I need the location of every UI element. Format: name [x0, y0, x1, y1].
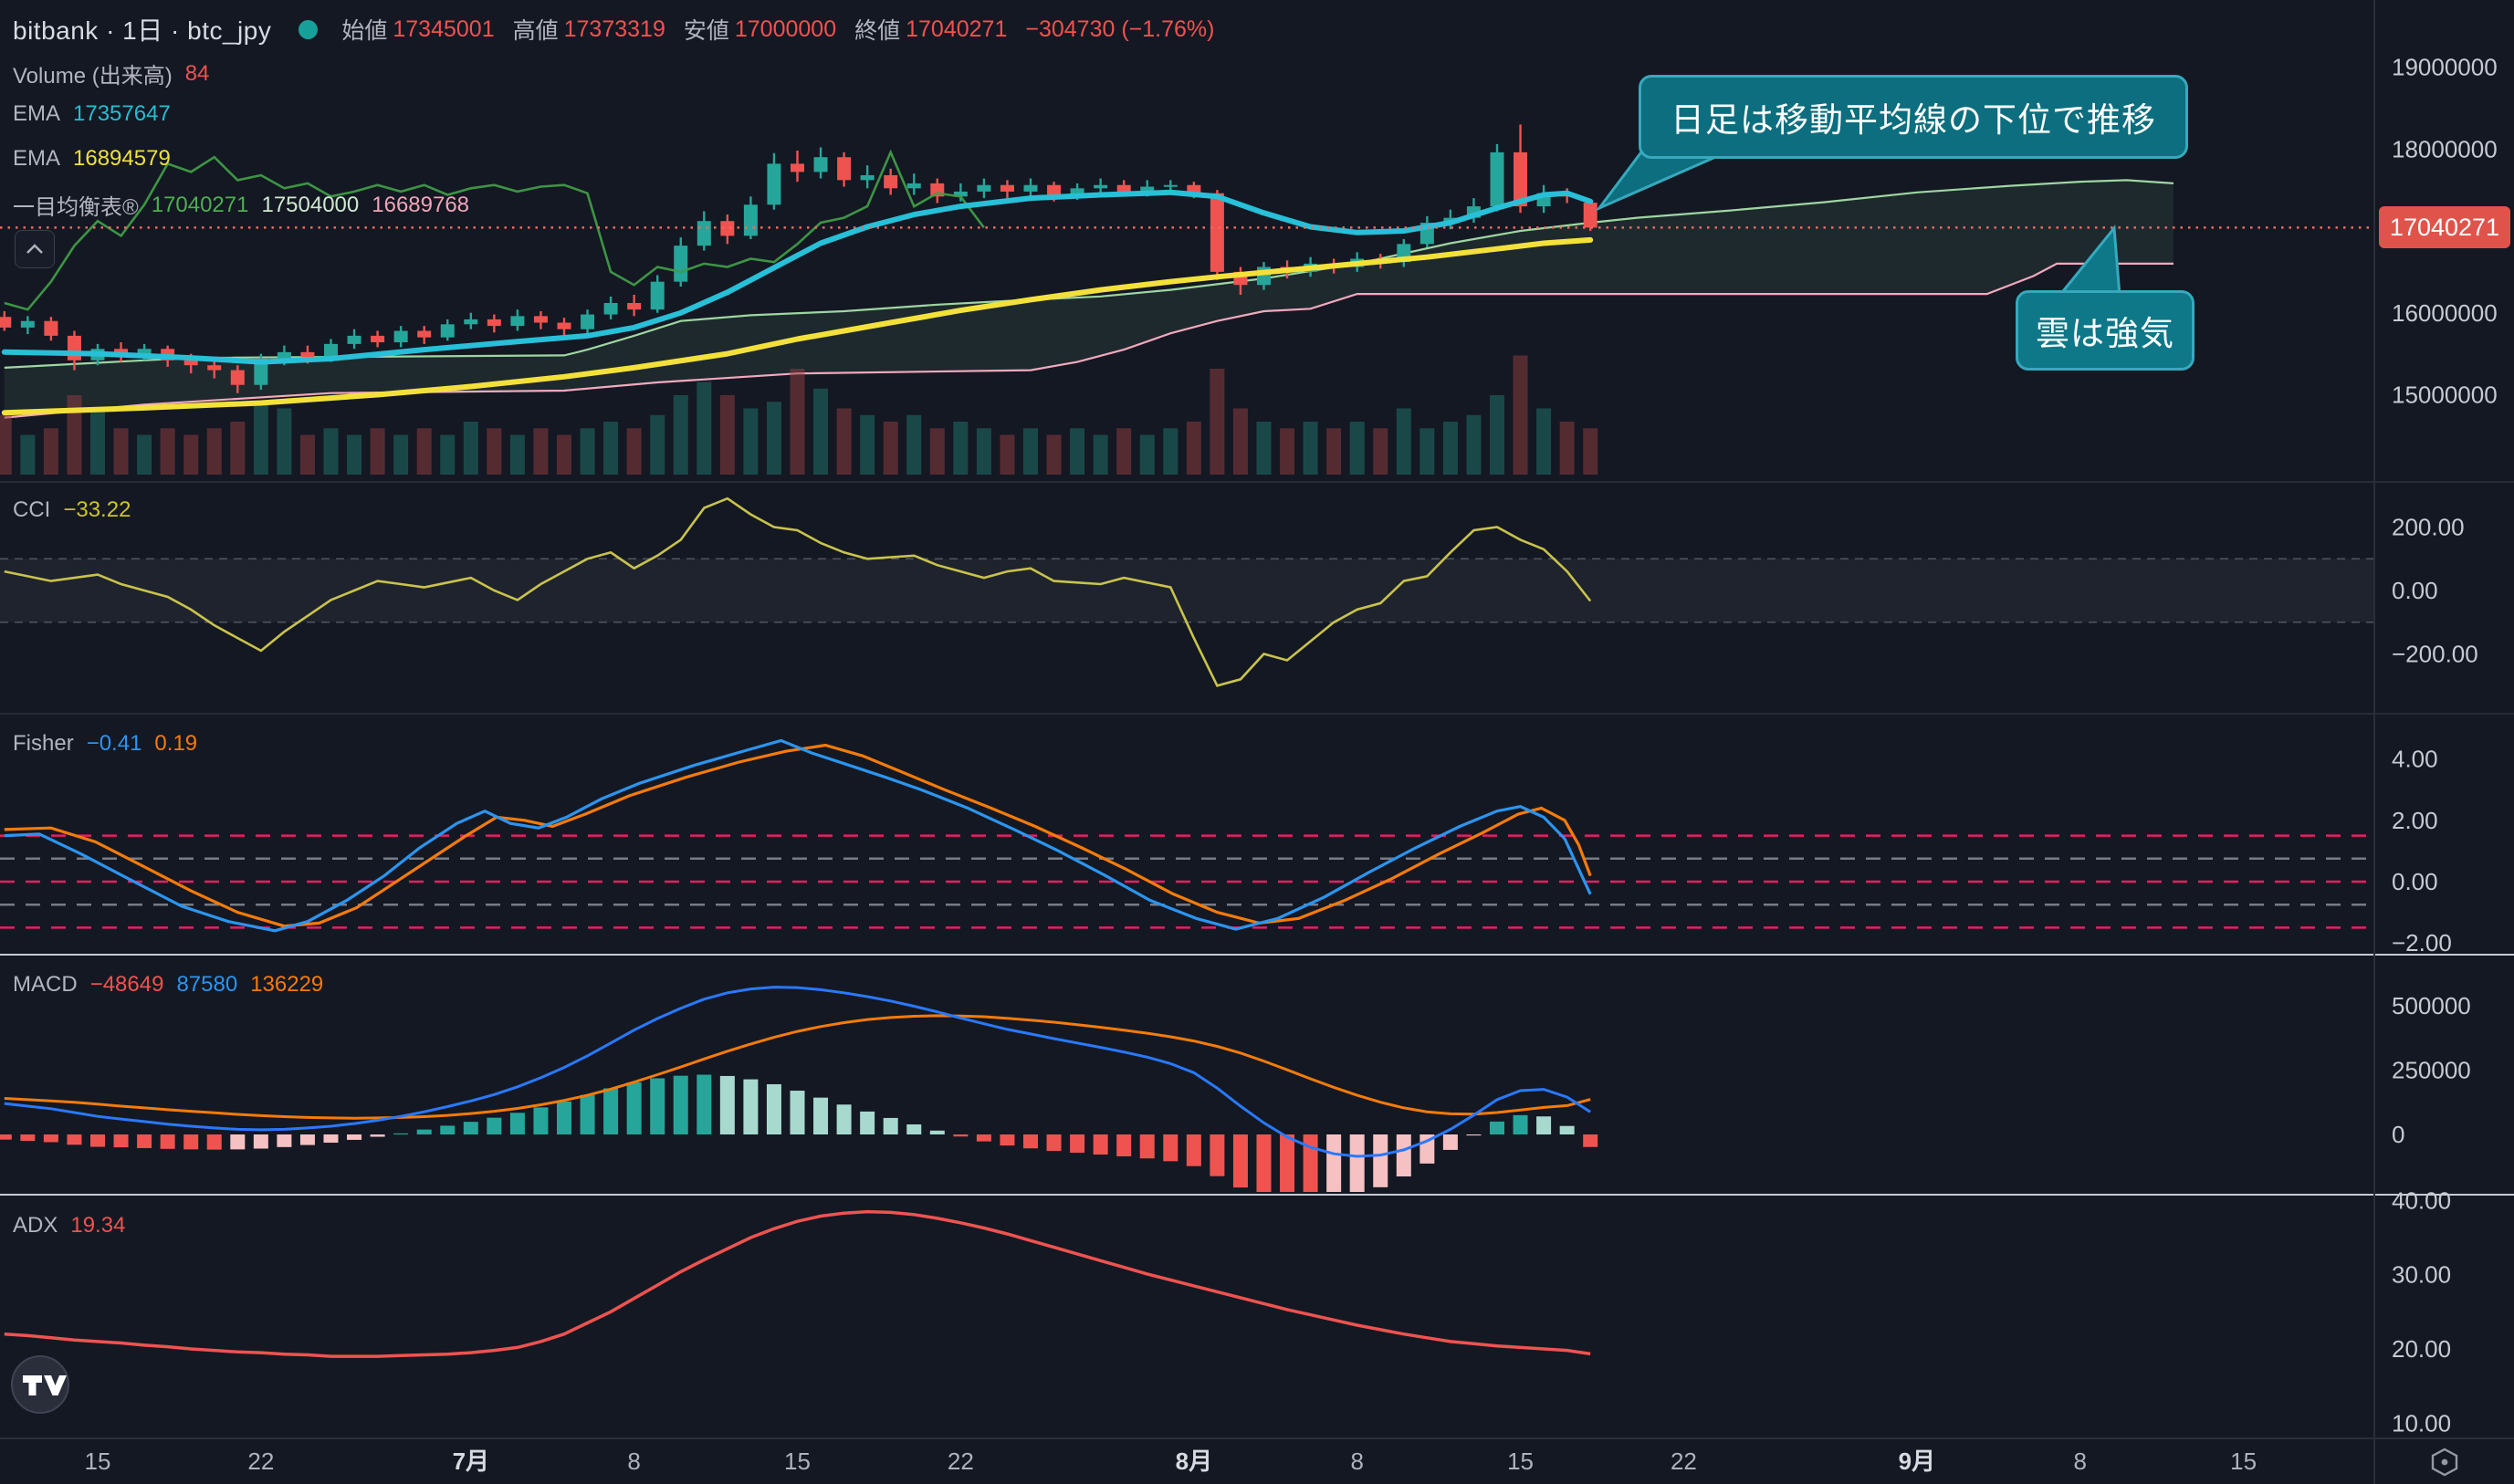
- volume-label: Volume (出来高): [13, 64, 173, 89]
- time-tick-label: 8月: [1176, 1447, 1212, 1475]
- macd-value-1: −48649: [89, 972, 164, 997]
- time-tick-label: 15: [1507, 1447, 1534, 1475]
- time-tick-label: 8: [1350, 1447, 1363, 1475]
- ema-fast-value: 17357647: [73, 101, 171, 126]
- cci-line: [4, 496, 1592, 687]
- macd-legend[interactable]: MACD −48649 87580 136229: [13, 972, 336, 998]
- axis-tick-label: 2.00: [2392, 807, 2438, 834]
- change-value: −304730 (−1.76%): [1025, 16, 1215, 42]
- time-tick-label: 15: [2230, 1447, 2257, 1475]
- fisher-value-1: −0.41: [86, 731, 142, 756]
- axis-tick-label: 0.00: [2392, 577, 2438, 604]
- last-price-tag-value: 17040271: [2389, 213, 2500, 241]
- axis-tick-label: 19000000: [2392, 54, 2498, 81]
- axis-tick-label: 10.00: [2392, 1409, 2451, 1437]
- axis-tick-label: 500000: [2392, 992, 2471, 1019]
- close-value: 17040271: [906, 16, 1008, 42]
- open-value: 17345001: [393, 16, 495, 42]
- high-label: 高値: [512, 18, 559, 44]
- fisher-label: Fisher: [13, 731, 74, 756]
- time-tick-label: 15: [85, 1447, 111, 1475]
- axis-tick-label: 4.00: [2392, 746, 2438, 773]
- chikou-span: [4, 149, 985, 311]
- ema-fast-line: [1, 189, 1594, 365]
- close-label: 終値: [854, 18, 901, 44]
- symbol-status-dot-icon: [299, 19, 319, 39]
- axis-tick-label: 250000: [2392, 1056, 2471, 1083]
- axis-tick-label: 16000000: [2392, 299, 2498, 327]
- high-value: 17373319: [563, 16, 665, 42]
- ema-slow-legend[interactable]: EMA 16894579: [13, 146, 183, 172]
- cci-legend[interactable]: CCI −33.22: [13, 497, 143, 523]
- time-tick-label: 22: [1671, 1447, 1697, 1475]
- ichimoku-value-2: 17504000: [261, 192, 360, 217]
- last-price-tag: 17040271: [2379, 206, 2510, 248]
- macd-histogram: [0, 1074, 1598, 1192]
- adx-label: ADX: [13, 1213, 58, 1238]
- macd-value-2: 87580: [176, 972, 238, 997]
- price-axis[interactable]: 19000000 18000000 16000000 15000000 200.00 0.…: [2392, 54, 2498, 1437]
- axis-tick-label: 15000000: [2392, 381, 2498, 409]
- ichimoku-value-1: 17040271: [151, 192, 249, 217]
- annotation-callout-ma[interactable]: 日足は移動平均線の下位で推移: [1639, 75, 2188, 159]
- chevron-up-icon: [26, 244, 43, 254]
- ema-fast-label: EMA: [13, 101, 61, 126]
- time-tick-label: 9月: [1899, 1447, 1935, 1475]
- ichimoku-label: 一目均衡表®: [13, 195, 139, 220]
- volume-legend[interactable]: Volume (出来高) 84: [13, 57, 222, 89]
- time-tick-label: 8: [627, 1447, 640, 1475]
- collapse-pane-button[interactable]: [15, 230, 55, 268]
- time-axis[interactable]: 15 22 7月 8 15 22 8月 8 15 22 9月 8 15: [85, 1447, 2257, 1475]
- axis-tick-label: 40.00: [2392, 1186, 2451, 1214]
- annotation-callout-cloud[interactable]: 雲は強気: [2016, 290, 2195, 371]
- adx-legend[interactable]: ADX 19.34: [13, 1213, 138, 1238]
- time-tick-label: 7月: [453, 1447, 489, 1475]
- volume-bars: [0, 355, 1598, 475]
- ema-fast-legend[interactable]: EMA 17357647: [13, 101, 183, 127]
- ema-slow-label: EMA: [13, 146, 61, 171]
- session-clock-icon[interactable]: [2428, 1446, 2461, 1479]
- axis-tick-label: 0.00: [2392, 868, 2438, 895]
- cci-value: −33.22: [63, 497, 131, 522]
- time-tick-label: 8: [2074, 1447, 2087, 1475]
- time-tick-label: 22: [948, 1447, 974, 1475]
- ichimoku-value-3: 16689768: [372, 192, 470, 217]
- ema-slow-value: 16894579: [73, 146, 171, 171]
- macd-label: MACD: [13, 972, 78, 997]
- time-tick-label: 15: [784, 1447, 811, 1475]
- adx-value: 19.34: [70, 1213, 126, 1238]
- axis-tick-label: 200.00: [2392, 514, 2465, 541]
- annotation-callout-ma-text: 日足は移動平均線の下位で推移: [1671, 101, 2156, 139]
- ema-slow-line: [1, 236, 1594, 416]
- open-label: 始値: [341, 18, 388, 44]
- ichimoku-legend[interactable]: 一目均衡表® 17040271 17504000 16689768: [13, 189, 482, 221]
- low-value: 17000000: [734, 16, 837, 42]
- fisher-value-2: 0.19: [154, 731, 198, 756]
- tradingview-logo[interactable]: [7, 1352, 73, 1417]
- axis-tick-label: 30.00: [2392, 1261, 2451, 1289]
- fisher-legend[interactable]: Fisher −0.41 0.19: [13, 731, 210, 757]
- macd-signal-line: [4, 1014, 1591, 1120]
- axis-tick-label: 20.00: [2392, 1335, 2451, 1363]
- low-label: 安値: [683, 18, 729, 44]
- symbol-title[interactable]: bitbank · 1日 · btc_jpy: [13, 16, 272, 45]
- chart-header: bitbank · 1日 · btc_jpy 始値 17345001 高値 17…: [13, 11, 1232, 47]
- time-tick-label: 22: [247, 1447, 274, 1475]
- adx-line: [4, 1209, 1591, 1358]
- fisher-line: [4, 738, 1592, 933]
- callout-tails: [1595, 148, 2121, 298]
- macd-line: [4, 986, 1592, 1158]
- axis-tick-label: −200.00: [2392, 641, 2478, 668]
- volume-value: 84: [184, 60, 210, 86]
- axis-tick-label: −2.00: [2392, 929, 2452, 956]
- macd-value-3: 136229: [250, 972, 324, 997]
- fisher-trigger-line: [4, 743, 1592, 928]
- annotation-callout-cloud-text: 雲は強気: [2036, 315, 2174, 352]
- axis-tick-label: 18000000: [2392, 135, 2498, 162]
- axis-tick-label: 0: [2392, 1121, 2404, 1148]
- cci-label: CCI: [13, 497, 51, 522]
